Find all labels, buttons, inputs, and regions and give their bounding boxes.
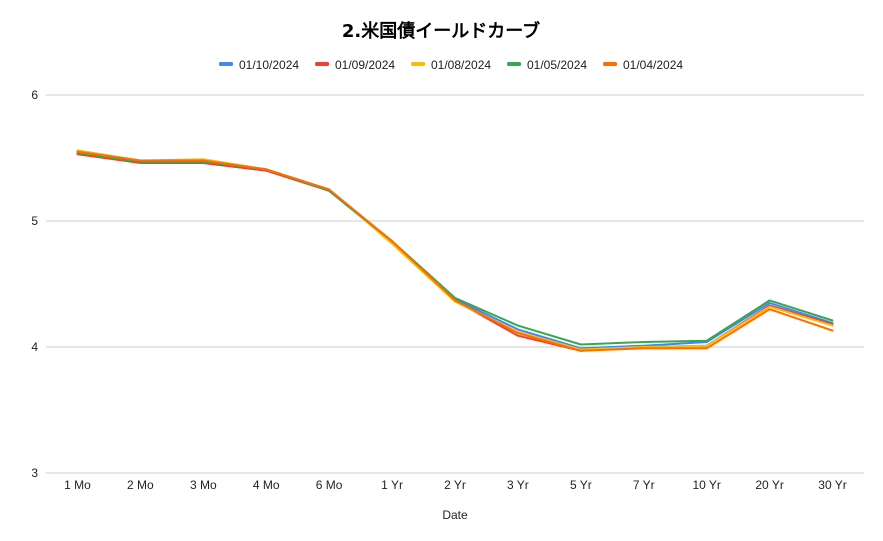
series-line-1 [76,153,834,352]
x-tick-label: 30 Yr [818,478,846,492]
legend-item[interactable]: 01/08/2024 [411,58,491,72]
series-lines [76,149,834,352]
x-tick-label: 4 Mo [253,478,280,492]
x-tick-label: 2 Mo [127,478,154,492]
legend-label: 01/04/2024 [623,58,683,72]
gridlines [46,94,864,474]
x-tick-label: 3 Yr [507,478,529,492]
series-line-4 [76,150,834,352]
legend-swatch [315,62,329,66]
y-axis-ticks: 3 4 5 6 [31,88,38,480]
x-tick-label: 1 Yr [381,478,403,492]
x-tick-label: 6 Mo [316,478,343,492]
x-axis-title: Date [442,508,468,522]
y-tick-label: 5 [31,214,38,228]
series-line-0 [76,152,834,350]
legend-label: 01/08/2024 [431,58,491,72]
legend-item[interactable]: 01/09/2024 [315,58,395,72]
x-tick-label: 1 Mo [64,478,91,492]
legend-swatch [411,62,425,66]
legend-label: 01/09/2024 [335,58,395,72]
legend: 01/10/2024 01/09/2024 01/08/2024 01/05/2024… [219,58,683,72]
x-tick-label: 5 Yr [570,478,592,492]
series-line-3 [76,152,834,346]
x-tick-label: 10 Yr [692,478,720,492]
x-tick-label: 2 Yr [444,478,466,492]
legend-label: 01/10/2024 [239,58,299,72]
x-tick-label: 3 Mo [190,478,217,492]
series-line-2 [76,149,834,351]
legend-item[interactable]: 01/05/2024 [507,58,587,72]
chart-title: 2.米国債イールドカーブ [342,20,540,42]
x-axis-ticks: 1 Mo 2 Mo 3 Mo 4 Mo 6 Mo 1 Yr 2 Yr 3 Yr 5 Yr 7 Yr… [64,478,847,492]
legend-item[interactable]: 01/04/2024 [603,58,683,72]
legend-item[interactable]: 01/10/2024 [219,58,299,72]
y-tick-label: 4 [31,340,38,354]
legend-label: 01/05/2024 [527,58,587,72]
legend-swatch [507,62,521,66]
legend-swatch [219,62,233,66]
y-tick-label: 6 [31,88,38,102]
x-tick-label: 20 Yr [755,478,783,492]
legend-swatch [603,62,617,66]
y-tick-label: 3 [31,466,38,480]
x-tick-label: 7 Yr [633,478,655,492]
